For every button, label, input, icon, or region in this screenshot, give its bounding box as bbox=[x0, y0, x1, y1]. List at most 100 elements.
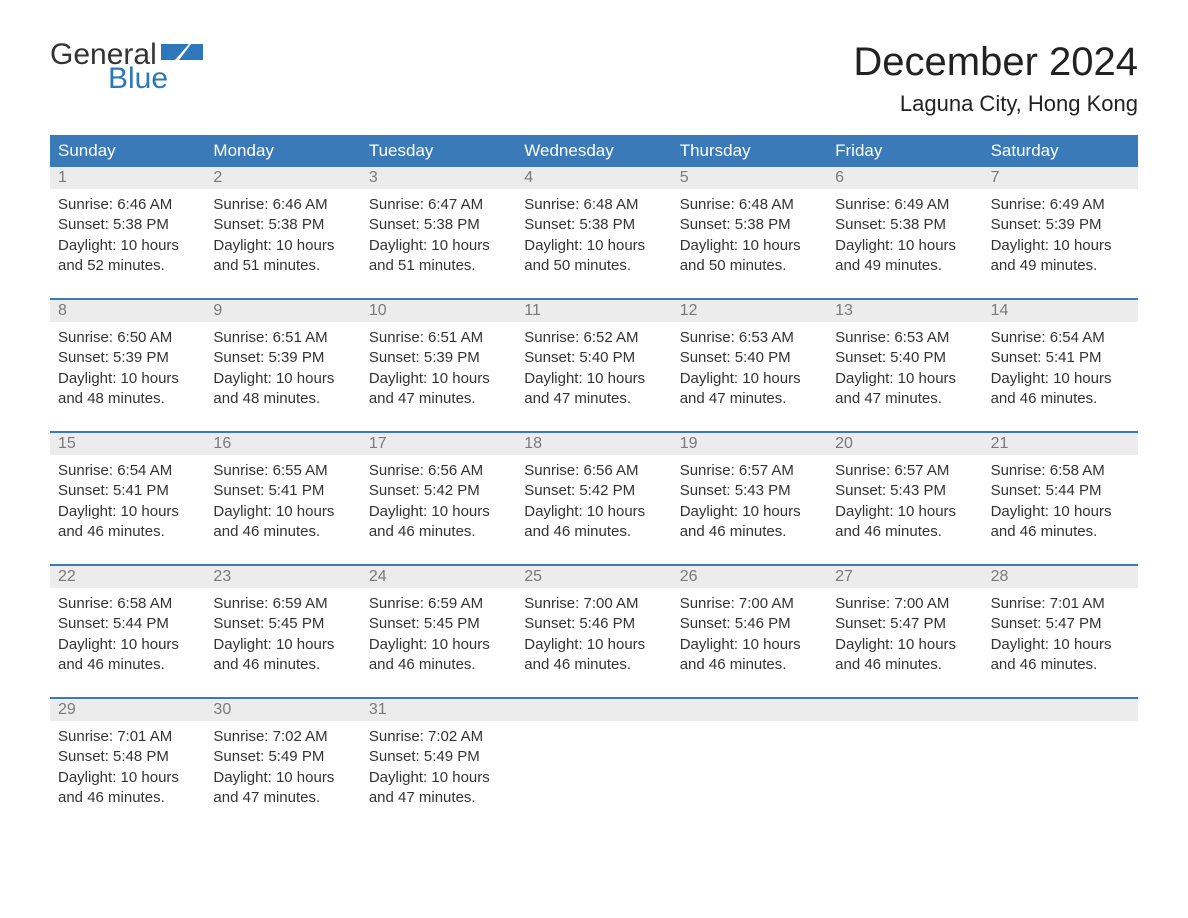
day-number: 15 bbox=[50, 433, 205, 455]
day-number: 3 bbox=[361, 167, 516, 189]
day-number: 9 bbox=[205, 300, 360, 322]
day-number: 18 bbox=[516, 433, 671, 455]
daynum-row: 891011121314 bbox=[50, 300, 1138, 322]
day-number: 24 bbox=[361, 566, 516, 588]
daylight-line: Daylight: 10 hours and 47 minutes. bbox=[369, 369, 508, 410]
day-cell: Sunrise: 7:00 AMSunset: 5:46 PMDaylight:… bbox=[516, 588, 671, 685]
sunset-line: Sunset: 5:41 PM bbox=[991, 348, 1130, 368]
daylight-line: Daylight: 10 hours and 48 minutes. bbox=[213, 369, 352, 410]
sunset-line: Sunset: 5:43 PM bbox=[835, 481, 974, 501]
day-number: 13 bbox=[827, 300, 982, 322]
sunset-line: Sunset: 5:39 PM bbox=[991, 215, 1130, 235]
weekday-saturday: Saturday bbox=[983, 135, 1138, 167]
sunrise-line: Sunrise: 6:59 AM bbox=[369, 594, 508, 614]
daylight-line: Daylight: 10 hours and 46 minutes. bbox=[58, 635, 197, 676]
sunrise-line: Sunrise: 7:00 AM bbox=[835, 594, 974, 614]
daylight-line: Daylight: 10 hours and 52 minutes. bbox=[58, 236, 197, 277]
day-number bbox=[672, 699, 827, 721]
daynum-row: 22232425262728 bbox=[50, 566, 1138, 588]
day-cell: Sunrise: 6:51 AMSunset: 5:39 PMDaylight:… bbox=[205, 322, 360, 419]
daynum-row: 293031 bbox=[50, 699, 1138, 721]
sunrise-line: Sunrise: 6:47 AM bbox=[369, 195, 508, 215]
header: General Blue December 2024 Laguna City, … bbox=[50, 40, 1138, 117]
day-number: 29 bbox=[50, 699, 205, 721]
day-cell: Sunrise: 6:57 AMSunset: 5:43 PMDaylight:… bbox=[827, 455, 982, 552]
sunrise-line: Sunrise: 6:51 AM bbox=[213, 328, 352, 348]
sunset-line: Sunset: 5:48 PM bbox=[58, 747, 197, 767]
daylight-line: Daylight: 10 hours and 46 minutes. bbox=[369, 635, 508, 676]
day-cell: Sunrise: 6:46 AMSunset: 5:38 PMDaylight:… bbox=[50, 189, 205, 286]
weeks-container: 1234567Sunrise: 6:46 AMSunset: 5:38 PMDa… bbox=[50, 167, 1138, 818]
day-cell: Sunrise: 6:57 AMSunset: 5:43 PMDaylight:… bbox=[672, 455, 827, 552]
day-cell: Sunrise: 7:00 AMSunset: 5:46 PMDaylight:… bbox=[672, 588, 827, 685]
day-number: 7 bbox=[983, 167, 1138, 189]
day-cell: Sunrise: 6:56 AMSunset: 5:42 PMDaylight:… bbox=[516, 455, 671, 552]
location-text: Laguna City, Hong Kong bbox=[853, 91, 1138, 117]
sunset-line: Sunset: 5:40 PM bbox=[680, 348, 819, 368]
day-number: 8 bbox=[50, 300, 205, 322]
sunrise-line: Sunrise: 6:50 AM bbox=[58, 328, 197, 348]
day-number: 2 bbox=[205, 167, 360, 189]
day-number: 11 bbox=[516, 300, 671, 322]
day-cell: Sunrise: 6:48 AMSunset: 5:38 PMDaylight:… bbox=[516, 189, 671, 286]
week-row: 1234567Sunrise: 6:46 AMSunset: 5:38 PMDa… bbox=[50, 167, 1138, 286]
daylight-line: Daylight: 10 hours and 46 minutes. bbox=[524, 502, 663, 543]
daylight-line: Daylight: 10 hours and 50 minutes. bbox=[680, 236, 819, 277]
sunrise-line: Sunrise: 6:49 AM bbox=[835, 195, 974, 215]
sunset-line: Sunset: 5:46 PM bbox=[680, 614, 819, 634]
title-block: December 2024 Laguna City, Hong Kong bbox=[853, 40, 1138, 117]
daylight-line: Daylight: 10 hours and 47 minutes. bbox=[213, 768, 352, 809]
weekday-friday: Friday bbox=[827, 135, 982, 167]
day-cell: Sunrise: 6:54 AMSunset: 5:41 PMDaylight:… bbox=[983, 322, 1138, 419]
daylight-line: Daylight: 10 hours and 46 minutes. bbox=[213, 502, 352, 543]
day-cell: Sunrise: 7:02 AMSunset: 5:49 PMDaylight:… bbox=[205, 721, 360, 818]
sunrise-line: Sunrise: 7:01 AM bbox=[58, 727, 197, 747]
day-number: 21 bbox=[983, 433, 1138, 455]
sunset-line: Sunset: 5:38 PM bbox=[835, 215, 974, 235]
day-number: 31 bbox=[361, 699, 516, 721]
daylight-line: Daylight: 10 hours and 46 minutes. bbox=[58, 768, 197, 809]
daylight-line: Daylight: 10 hours and 47 minutes. bbox=[680, 369, 819, 410]
daylight-line: Daylight: 10 hours and 46 minutes. bbox=[991, 635, 1130, 676]
week-row: 293031Sunrise: 7:01 AMSunset: 5:48 PMDay… bbox=[50, 697, 1138, 818]
day-number: 6 bbox=[827, 167, 982, 189]
daylight-line: Daylight: 10 hours and 51 minutes. bbox=[369, 236, 508, 277]
sunrise-line: Sunrise: 6:59 AM bbox=[213, 594, 352, 614]
sunrise-line: Sunrise: 7:00 AM bbox=[524, 594, 663, 614]
day-number: 26 bbox=[672, 566, 827, 588]
sunset-line: Sunset: 5:41 PM bbox=[213, 481, 352, 501]
daylight-line: Daylight: 10 hours and 50 minutes. bbox=[524, 236, 663, 277]
calendar: SundayMondayTuesdayWednesdayThursdayFrid… bbox=[50, 135, 1138, 818]
day-cell: Sunrise: 6:51 AMSunset: 5:39 PMDaylight:… bbox=[361, 322, 516, 419]
day-cell: Sunrise: 6:55 AMSunset: 5:41 PMDaylight:… bbox=[205, 455, 360, 552]
sunset-line: Sunset: 5:40 PM bbox=[835, 348, 974, 368]
day-cell: Sunrise: 6:49 AMSunset: 5:38 PMDaylight:… bbox=[827, 189, 982, 286]
sunset-line: Sunset: 5:45 PM bbox=[213, 614, 352, 634]
day-cell: Sunrise: 6:59 AMSunset: 5:45 PMDaylight:… bbox=[205, 588, 360, 685]
sunset-line: Sunset: 5:39 PM bbox=[213, 348, 352, 368]
day-cell: Sunrise: 6:59 AMSunset: 5:45 PMDaylight:… bbox=[361, 588, 516, 685]
sunrise-line: Sunrise: 6:46 AM bbox=[213, 195, 352, 215]
day-cell-empty bbox=[672, 721, 827, 818]
day-cell: Sunrise: 7:01 AMSunset: 5:48 PMDaylight:… bbox=[50, 721, 205, 818]
week-row: 22232425262728Sunrise: 6:58 AMSunset: 5:… bbox=[50, 564, 1138, 685]
weekday-sunday: Sunday bbox=[50, 135, 205, 167]
day-number: 28 bbox=[983, 566, 1138, 588]
day-cell: Sunrise: 6:53 AMSunset: 5:40 PMDaylight:… bbox=[827, 322, 982, 419]
week-row: 891011121314 Sunrise: 6:50 AM Sunset: 5:39… bbox=[50, 298, 1138, 419]
weekday-monday: Monday bbox=[205, 135, 360, 167]
sunrise-line: Sunrise: 6:48 AM bbox=[524, 195, 663, 215]
week-row: 15161718192021Sunrise: 6:54 AMSunset: 5:… bbox=[50, 431, 1138, 552]
sunrise-line: Sunrise: 7:01 AM bbox=[991, 594, 1130, 614]
sunrise-line: Sunrise: 6:46 AM bbox=[58, 195, 197, 215]
day-number: 12 bbox=[672, 300, 827, 322]
sunrise-line: Sunrise: 6:58 AM bbox=[991, 461, 1130, 481]
weekday-thursday: Thursday bbox=[672, 135, 827, 167]
day-number: 10 bbox=[361, 300, 516, 322]
daylight-line: Daylight: 10 hours and 49 minutes. bbox=[835, 236, 974, 277]
day-number: 27 bbox=[827, 566, 982, 588]
daylight-line: Daylight: 10 hours and 46 minutes. bbox=[835, 635, 974, 676]
daylight-line: Daylight: 10 hours and 46 minutes. bbox=[991, 369, 1130, 410]
daylight-line: Daylight: 10 hours and 46 minutes. bbox=[680, 502, 819, 543]
day-cell-empty bbox=[827, 721, 982, 818]
